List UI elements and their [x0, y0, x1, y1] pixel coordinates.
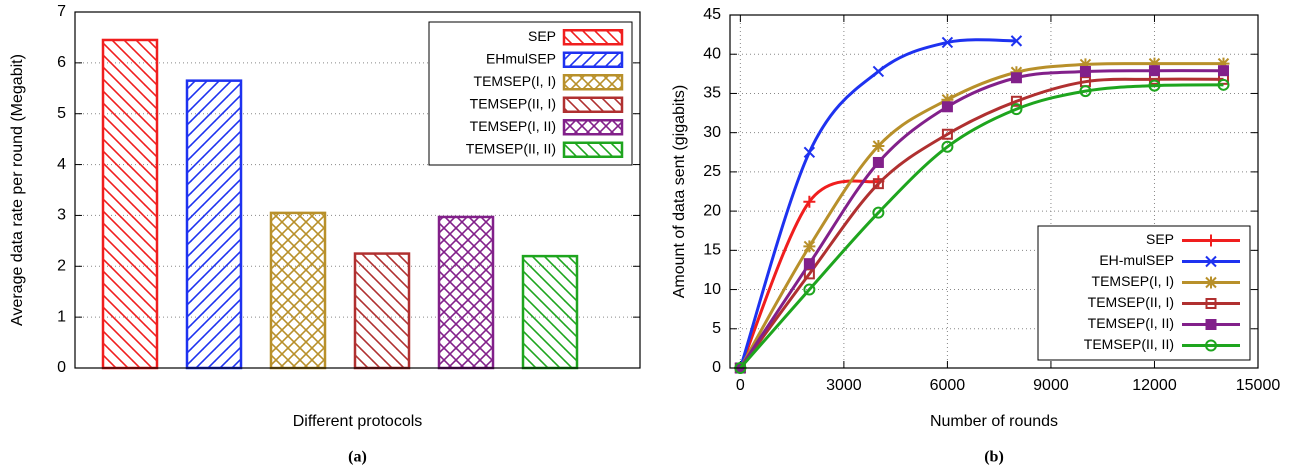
x-tick-label: 9000 [1033, 377, 1069, 394]
marker [1079, 85, 1092, 98]
marker [872, 206, 885, 219]
marker [1205, 234, 1217, 247]
legend-box [428, 21, 633, 166]
y-tick-label: 3 [57, 207, 66, 224]
legend-swatch [562, 29, 624, 46]
x-tick-label: 12000 [1132, 377, 1177, 394]
bar [101, 38, 159, 370]
y-tick-label: 6 [57, 54, 66, 71]
marker [1217, 57, 1230, 70]
x-tick-label: 15000 [1236, 377, 1281, 394]
x-axis-label: Different protocols [293, 413, 423, 430]
legend-box [1037, 225, 1251, 361]
y-tick-label: 7 [57, 3, 66, 20]
caption: (a) [348, 449, 367, 466]
marker [1079, 65, 1091, 77]
bar [353, 252, 411, 370]
marker [1148, 65, 1160, 77]
marker [1010, 35, 1023, 47]
marker [941, 93, 954, 106]
marker [941, 128, 953, 140]
y-tick-label: 5 [712, 320, 721, 337]
marker [872, 65, 885, 78]
marker [803, 240, 816, 253]
legend-swatch [562, 141, 624, 158]
marker [872, 178, 884, 190]
x-tick-label: 6000 [930, 377, 966, 394]
legend-swatch [562, 119, 624, 136]
marker [941, 36, 954, 49]
marker [1205, 255, 1217, 268]
x-tick-label: 3000 [826, 377, 862, 394]
marker [1205, 319, 1217, 330]
line [739, 77, 1224, 369]
legend-label: TEMSEP(II, II) [1084, 336, 1174, 352]
marker [1205, 276, 1217, 289]
marker [1205, 298, 1217, 309]
y-tick-label: 10 [703, 281, 721, 298]
legend-swatch [562, 74, 624, 91]
legend-swatch [562, 96, 624, 113]
marker [941, 101, 953, 113]
marker [803, 283, 816, 296]
legend-label: TEMSEP(II, I) [470, 95, 556, 111]
legend-label: TEMSEP(I, II) [470, 118, 556, 134]
y-tick-label: 30 [703, 124, 721, 141]
caption: (b) [984, 449, 1004, 466]
line [739, 83, 1224, 369]
marker [1148, 57, 1161, 70]
marker [1079, 58, 1092, 71]
line [738, 179, 879, 369]
y-tick-label: 2 [57, 258, 66, 275]
marker [1148, 79, 1161, 92]
plot-frame [74, 11, 641, 369]
y-tick-label: 40 [703, 45, 721, 62]
y-tick-label: 0 [712, 359, 721, 376]
legend-label: EH-mulSEP [1099, 252, 1174, 268]
marker [872, 156, 884, 168]
bar [437, 215, 495, 370]
marker [1217, 78, 1230, 91]
marker [803, 195, 816, 208]
y-tick-label: 45 [703, 6, 721, 23]
marker [1217, 65, 1229, 77]
y-tick-label: 25 [703, 163, 721, 180]
y-axis-label: Amount of data sent (gigabits) [671, 85, 688, 298]
y-tick-label: 15 [703, 242, 721, 259]
bar [521, 254, 579, 370]
legend-label: TEMSEP(II, I) [1088, 294, 1174, 310]
y-tick-label: 5 [57, 105, 66, 122]
y-tick-label: 35 [703, 85, 721, 102]
x-axis-label: Number of rounds [930, 413, 1058, 430]
marker [872, 140, 885, 153]
legend-label: TEMSEP(II, II) [466, 140, 556, 156]
marker [1010, 72, 1022, 84]
line [738, 38, 1017, 369]
x-tick-label: 0 [736, 377, 745, 394]
marker [1010, 103, 1023, 116]
marker [803, 146, 816, 158]
legend-label: EHmulSEP [486, 50, 556, 66]
plot-frame [729, 14, 1259, 369]
bar [185, 79, 243, 370]
marker [1010, 95, 1022, 107]
legend-label: SEP [528, 28, 556, 44]
y-axis-label: Average data rate per round (Megabit) [9, 54, 26, 326]
marker [803, 268, 815, 280]
legend-swatch [562, 51, 624, 68]
legend-label: TEMSEP(I, II) [1088, 315, 1174, 331]
legend-label: TEMSEP(I, I) [1092, 273, 1174, 289]
y-tick-label: 20 [703, 202, 721, 219]
legend-label: TEMSEP(I, I) [474, 73, 556, 89]
marker [803, 258, 815, 270]
marker [1205, 339, 1217, 352]
y-tick-label: 1 [57, 308, 66, 325]
bar [269, 211, 327, 370]
y-tick-label: 4 [57, 156, 66, 173]
marker [941, 140, 954, 153]
y-tick-label: 0 [57, 359, 66, 376]
legend-label: SEP [1146, 231, 1174, 247]
